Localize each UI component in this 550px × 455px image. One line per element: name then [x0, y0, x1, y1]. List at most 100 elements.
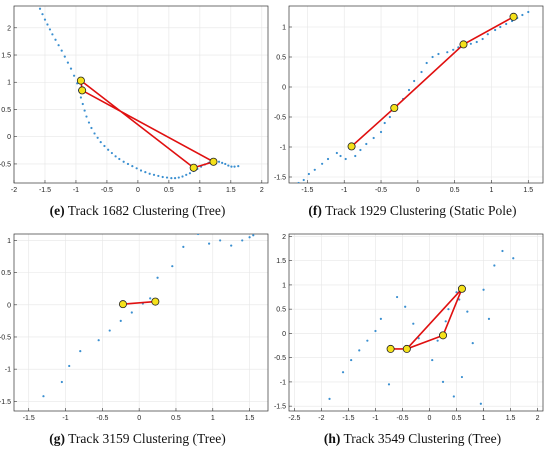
- data-point: [208, 242, 211, 245]
- data-point: [63, 55, 66, 58]
- panel-e: -2 -1.5 -1 -0.5 0 0.5 1 1.5 2 -0.5 0 0.5 1 1.5 2 (e) T…: [0, 0, 275, 227]
- data-point: [466, 310, 469, 313]
- caption-e-text: Track 1682 Clustering (Tree): [67, 203, 226, 218]
- x-tick-label: -0.5: [96, 415, 108, 422]
- y-tick-label: 0.5: [276, 307, 286, 314]
- x-tick-label: -0.5: [375, 187, 387, 194]
- data-point: [241, 239, 244, 242]
- data-point: [404, 305, 407, 308]
- x-tick-label: 0: [137, 415, 141, 422]
- data-point: [103, 144, 106, 148]
- data-point: [227, 164, 230, 167]
- caption-g-text: Track 3159 Clustering (Tree): [68, 431, 226, 446]
- x-tick-label: 1.5: [226, 187, 236, 194]
- cluster-edge: [390, 288, 463, 350]
- data-point: [335, 151, 338, 155]
- y-tick-label: 0: [7, 302, 11, 309]
- data-point: [131, 165, 134, 168]
- x-tick-label: -1.5: [23, 415, 35, 422]
- y-tick-label: 1: [282, 25, 286, 32]
- x-tick-label: 2: [536, 415, 540, 422]
- data-point: [372, 136, 375, 140]
- x-tick-label: -0.5: [101, 187, 113, 194]
- data-point: [170, 176, 173, 180]
- cluster-center-marker: [118, 300, 127, 309]
- data-point: [54, 38, 57, 41]
- y-tick-label: 2: [7, 25, 11, 32]
- data-point: [196, 234, 200, 236]
- x-tick-label: -0.5: [396, 415, 408, 422]
- data-point: [455, 291, 458, 294]
- data-point: [452, 395, 455, 398]
- x-tick-label: -1: [73, 187, 79, 194]
- y-tick-label: 2: [282, 234, 286, 241]
- data-point: [365, 142, 368, 146]
- data-point: [437, 52, 440, 56]
- x-tick-label: 0.5: [450, 187, 460, 194]
- caption-e: (e) Track 1682 Clustering (Tree): [0, 203, 275, 219]
- data-point: [161, 175, 164, 179]
- data-point: [407, 88, 411, 92]
- y-tick-label: -1: [5, 367, 11, 374]
- data-point: [388, 115, 391, 119]
- y-tick-label: 1: [7, 80, 11, 87]
- caption-f: (f) Track 1929 Clustering (Static Pole): [275, 203, 550, 219]
- data-point: [512, 257, 515, 260]
- data-point: [248, 236, 251, 239]
- y-tick-label: 0: [282, 331, 286, 338]
- data-point: [42, 395, 45, 398]
- data-point: [341, 371, 345, 374]
- plot-area: [297, 10, 530, 183]
- caption-e-label: (e): [49, 203, 65, 218]
- data-point: [350, 358, 353, 362]
- data-point: [219, 239, 222, 242]
- data-point: [171, 265, 174, 268]
- data-point: [181, 175, 184, 178]
- data-point: [48, 28, 52, 31]
- data-point: [366, 339, 369, 342]
- data-point: [230, 244, 233, 247]
- data-point: [144, 171, 147, 174]
- panel-f: -1.5 -1 -0.5 0 0.5 1 1.5 -1.5 -1 -0.5 0 0.5 1 (f) Tr…: [274, 0, 550, 227]
- data-point: [81, 102, 84, 106]
- data-point: [486, 33, 489, 36]
- data-point: [85, 115, 88, 118]
- data-point: [156, 276, 159, 279]
- data-point: [173, 176, 177, 180]
- chart-f: -1.5 -1 -0.5 0 0.5 1 1.5 -1.5 -1 -0.5 0 0.5 1: [274, 5, 544, 194]
- data-point: [57, 44, 60, 47]
- y-tick-label: 1: [282, 282, 286, 289]
- data-point: [79, 96, 83, 99]
- y-tick-label: -1: [280, 145, 286, 152]
- data-point: [527, 10, 530, 14]
- plot-frame: [13, 5, 269, 184]
- data-point: [487, 317, 491, 320]
- x-tick-label: 1: [211, 415, 215, 422]
- plot-area: [42, 234, 255, 398]
- data-point: [387, 383, 391, 386]
- data-point: [66, 61, 69, 64]
- caption-f-text: Track 1929 Clustering (Static Pole): [325, 203, 517, 218]
- data-point: [475, 40, 478, 44]
- data-point: [339, 154, 342, 158]
- x-tick-label: -1.5: [301, 187, 313, 194]
- caption-g-label: (g): [49, 431, 65, 446]
- cluster-center-marker: [390, 104, 399, 113]
- data-point: [185, 173, 188, 176]
- data-point: [494, 28, 497, 32]
- caption-h: (h) Track 3549 Clustering (Tree): [275, 431, 550, 447]
- data-point: [412, 322, 415, 325]
- plot-area: [328, 249, 515, 405]
- data-point: [119, 319, 122, 322]
- caption-g: (g) Track 3159 Clustering (Tree): [0, 431, 275, 447]
- data-point: [148, 172, 151, 175]
- cluster-center-marker: [189, 163, 198, 172]
- data-point: [344, 157, 347, 161]
- data-point: [521, 13, 524, 17]
- data-point: [444, 320, 447, 323]
- y-tick-label: 0.5: [1, 270, 11, 277]
- cluster-center-marker: [151, 297, 160, 306]
- y-tick-label: -1.5: [274, 175, 286, 182]
- data-point: [431, 55, 434, 59]
- data-point: [38, 7, 42, 10]
